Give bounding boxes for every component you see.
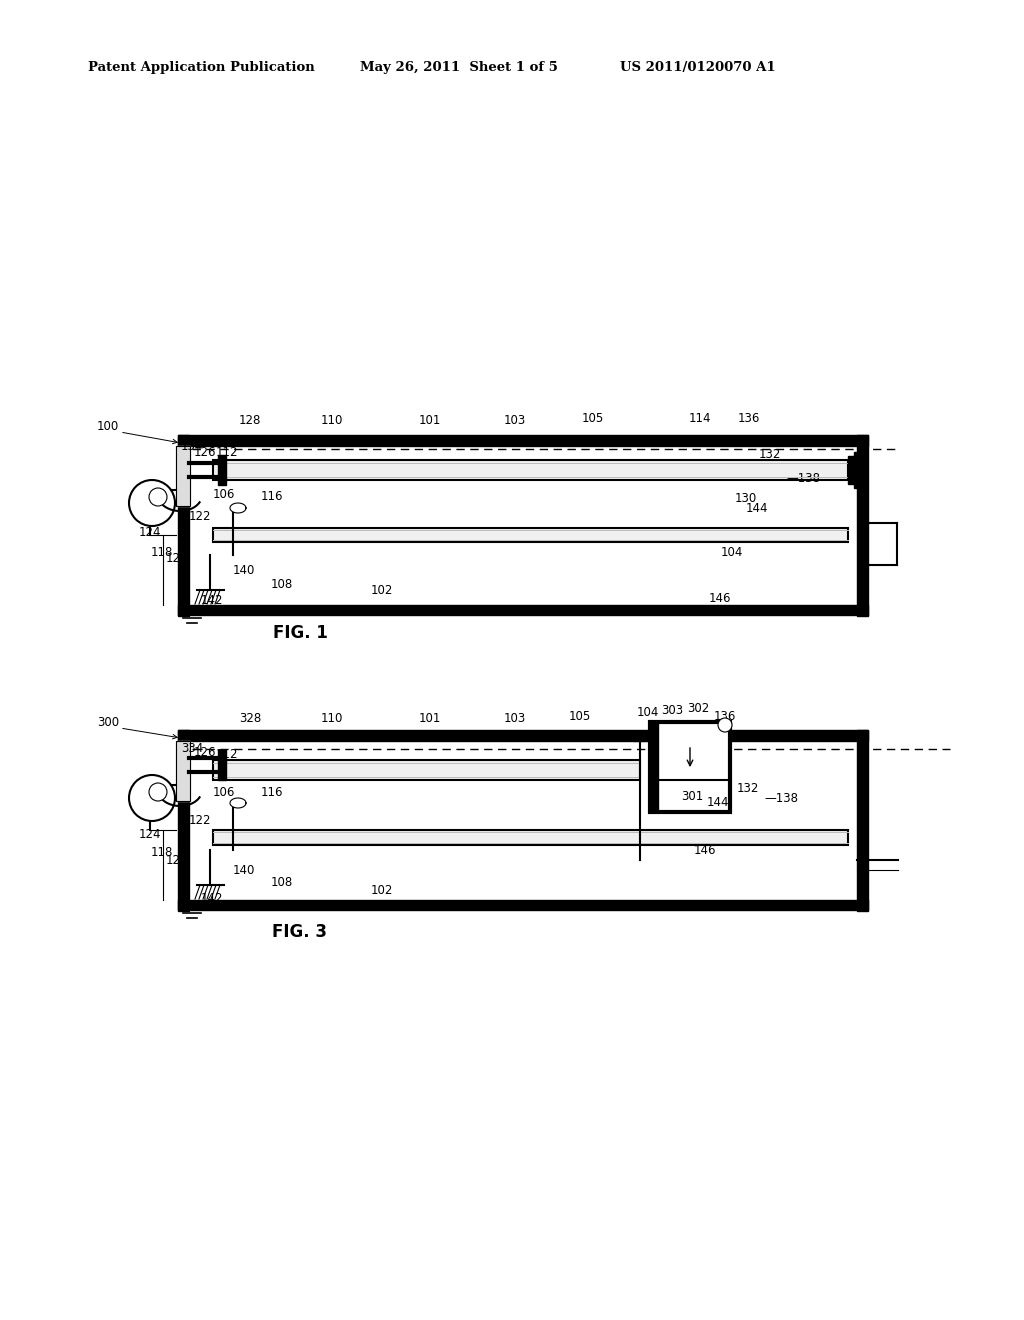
Text: 104: 104 (637, 705, 659, 718)
Bar (176, 446, 190, 506)
Text: 116: 116 (261, 490, 284, 503)
Text: 142: 142 (201, 891, 223, 904)
Circle shape (150, 488, 167, 506)
Text: 122: 122 (188, 511, 211, 524)
Text: 124: 124 (138, 525, 161, 539)
Text: 105: 105 (569, 710, 591, 722)
Text: US 2011/0120070 A1: US 2011/0120070 A1 (620, 62, 775, 74)
Text: 146: 146 (709, 591, 731, 605)
Text: 124: 124 (138, 829, 161, 842)
Text: FIG. 1: FIG. 1 (272, 624, 328, 642)
Text: 112: 112 (216, 446, 239, 459)
Text: 102: 102 (371, 583, 393, 597)
Circle shape (129, 480, 175, 525)
Bar (213, 459, 848, 480)
Bar (218, 455, 226, 484)
Bar (854, 451, 864, 488)
Bar (178, 436, 868, 446)
Text: 136: 136 (714, 710, 736, 722)
Bar (213, 528, 848, 543)
Text: 144: 144 (745, 503, 768, 516)
Bar (218, 750, 226, 780)
Text: 120: 120 (166, 854, 188, 866)
Text: 142: 142 (201, 594, 223, 606)
Text: —138: —138 (764, 792, 798, 804)
Bar (178, 730, 868, 741)
Text: 106: 106 (213, 488, 236, 502)
Bar (213, 830, 848, 845)
Text: 114: 114 (689, 412, 712, 425)
Text: 334: 334 (181, 742, 203, 755)
Text: 103: 103 (504, 413, 526, 426)
Bar (176, 741, 190, 801)
Bar (857, 436, 868, 616)
Text: 105: 105 (582, 412, 604, 425)
Text: 101: 101 (419, 711, 441, 725)
Text: 104: 104 (721, 546, 743, 560)
Text: 110: 110 (321, 711, 343, 725)
Circle shape (718, 718, 732, 733)
Text: 116: 116 (261, 787, 284, 800)
Text: 110: 110 (321, 413, 343, 426)
Bar (848, 455, 854, 484)
Text: 100: 100 (97, 421, 119, 433)
Text: 102: 102 (371, 883, 393, 896)
Text: 130: 130 (735, 491, 757, 504)
Bar (178, 436, 189, 616)
Text: 118: 118 (151, 846, 173, 858)
Bar (650, 722, 730, 812)
Text: 146: 146 (693, 843, 716, 857)
Text: 108: 108 (271, 578, 293, 591)
Text: 301: 301 (681, 791, 703, 804)
Text: 122: 122 (188, 813, 211, 826)
Text: 126: 126 (194, 747, 216, 759)
Text: 302: 302 (687, 701, 710, 714)
Bar (178, 605, 868, 615)
Text: FIG. 3: FIG. 3 (272, 923, 328, 941)
Bar (178, 900, 868, 909)
Circle shape (129, 775, 175, 821)
Text: 128: 128 (239, 413, 261, 426)
Text: Patent Application Publication: Patent Application Publication (88, 62, 314, 74)
Bar (650, 722, 658, 812)
Text: 144: 144 (707, 796, 729, 808)
Text: 106: 106 (213, 785, 236, 799)
Bar (176, 741, 190, 801)
Text: 101: 101 (419, 413, 441, 426)
Text: 112: 112 (216, 748, 239, 762)
Bar (857, 730, 868, 911)
Text: —138: —138 (786, 471, 820, 484)
Text: 136: 136 (738, 412, 760, 425)
Text: 328: 328 (239, 711, 261, 725)
Text: 303: 303 (660, 704, 683, 717)
Text: 134: 134 (181, 440, 203, 453)
Text: 126: 126 (194, 446, 216, 458)
Text: 132: 132 (737, 781, 759, 795)
Text: 118: 118 (151, 545, 173, 558)
Text: 140: 140 (232, 564, 255, 577)
Text: 300: 300 (97, 715, 119, 729)
Text: 120: 120 (166, 552, 188, 565)
Text: 103: 103 (504, 711, 526, 725)
Bar (213, 760, 640, 780)
Text: 108: 108 (271, 876, 293, 890)
Bar (176, 446, 190, 506)
Text: 132: 132 (759, 449, 781, 462)
Text: May 26, 2011  Sheet 1 of 5: May 26, 2011 Sheet 1 of 5 (360, 62, 558, 74)
Text: 140: 140 (232, 863, 255, 876)
Circle shape (150, 783, 167, 801)
Bar (178, 730, 189, 911)
